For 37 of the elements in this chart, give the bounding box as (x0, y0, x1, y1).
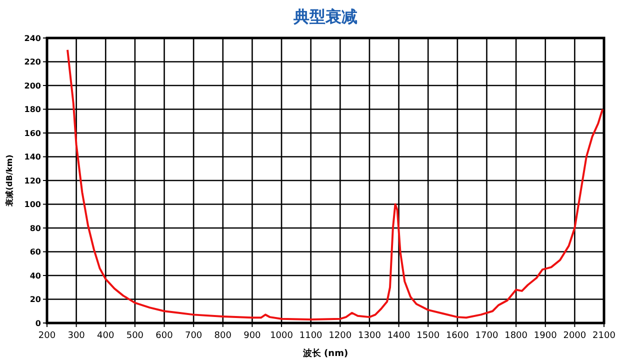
x-tick-label: 800 (214, 331, 232, 341)
y-tick-label: 200 (24, 81, 42, 90)
x-tick-label: 1400 (387, 331, 411, 341)
y-tick-label: 0 (35, 318, 42, 328)
y-tick-label: 40 (30, 271, 42, 280)
x-tick-label: 1600 (446, 331, 470, 341)
x-tick-label: 1200 (328, 331, 352, 341)
y-tick-label: 80 (30, 224, 42, 233)
x-tick-label: 2100 (592, 331, 616, 341)
y-tick-label: 240 (24, 34, 42, 43)
x-tick-label: 1300 (358, 331, 382, 341)
x-tick-label: 300 (68, 331, 86, 341)
x-tick-label: 1500 (416, 331, 440, 341)
y-tick-label: 20 (30, 295, 42, 304)
x-tick-label: 600 (156, 331, 174, 341)
x-axis-title: 波长 (nm) (302, 348, 348, 359)
line-series (66, 48, 604, 320)
x-tick-label: 400 (97, 331, 114, 341)
y-tick-label: 140 (24, 152, 42, 162)
x-tick-label: 1800 (504, 331, 528, 341)
y-tick-label: 60 (30, 248, 42, 257)
x-tick-label: 1000 (270, 331, 294, 341)
x-tick-label: 900 (244, 331, 262, 341)
x-tick-label: 500 (126, 331, 144, 341)
x-tick-label: 700 (184, 331, 202, 341)
x-tick-label: 1700 (475, 331, 498, 341)
y-tick-label: 120 (24, 176, 42, 186)
x-tick-label: 200 (38, 331, 56, 341)
y-axis-title: 衰减(dB/km) (4, 154, 14, 208)
x-tick-label: 1100 (299, 331, 323, 341)
x-tick-label: 1900 (534, 331, 558, 341)
x-tick-label: 2000 (563, 331, 586, 341)
y-tick-label: 220 (24, 58, 42, 67)
y-tick-label: 160 (24, 128, 42, 138)
y-tick-label: 180 (24, 105, 42, 114)
chart-title: 典型衰减 (292, 7, 358, 26)
y-tick-label: 100 (24, 200, 42, 210)
